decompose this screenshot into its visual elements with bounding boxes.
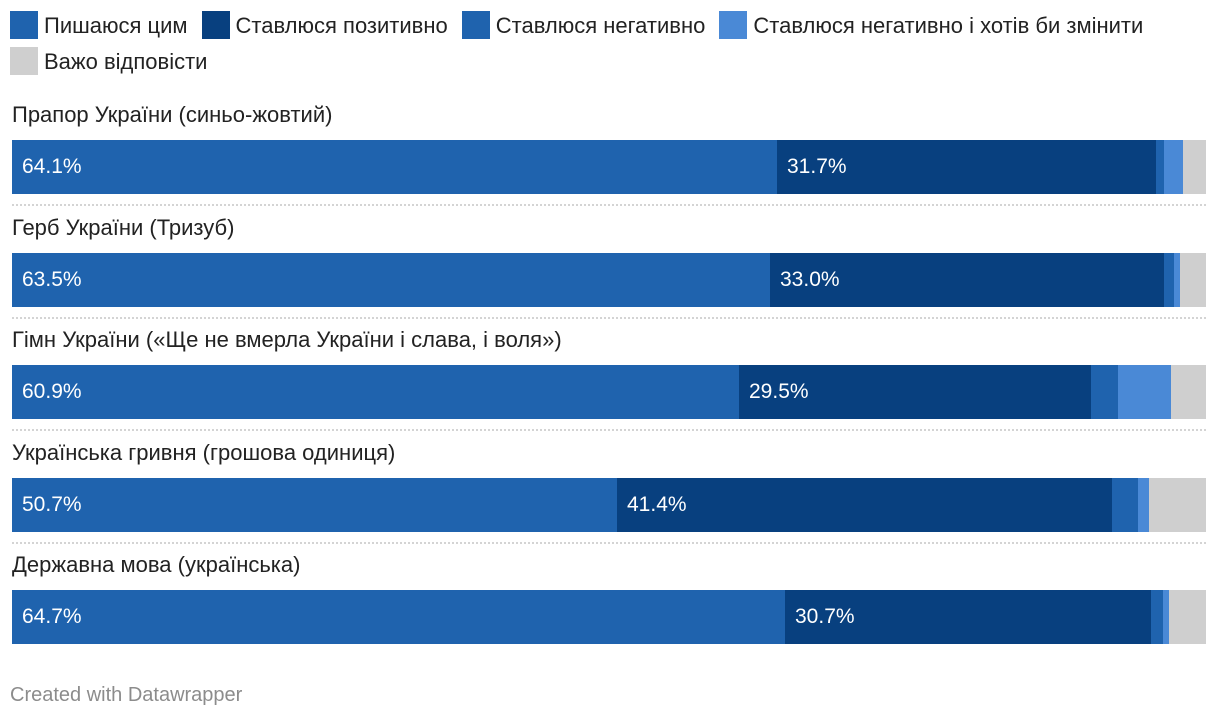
row-divider [12,204,1206,206]
legend-item-1: Ставлюся позитивно [201,8,448,44]
footer-credit: Created with Datawrapper [10,684,243,706]
legend-swatch [719,11,748,39]
legend-label: Ставлюся негативно і хотів би змінити [753,13,1144,38]
bar-segment [1180,252,1206,307]
bar-segment [1163,590,1169,644]
chart-legend: Пишаюся цим Ставлюся позитивно Ставлюся не… [10,8,1210,80]
legend-item-2: Ставлюся негативно [461,8,706,44]
data-label: 64.1% [22,155,82,178]
data-label: 29.5% [749,380,809,403]
stacked-bar: 64.7% 30.7% [12,590,1206,644]
legend-label: Важо відповісти [44,49,208,74]
bar-segment [1118,365,1171,419]
bar-segment [12,140,777,194]
data-label: 64.7% [22,605,82,628]
bar-segment [1091,365,1118,419]
bar-segment [12,477,617,532]
category-label: Герб України (Тризуб) [12,214,235,240]
row-divider [12,541,1206,544]
category-label: Державна мова (українська) [12,552,301,577]
bar-segment [1174,252,1180,307]
bar-segment [1171,365,1206,419]
bar-segment [1183,140,1206,194]
bar-segment [770,252,1164,307]
bar-segment [1164,252,1174,307]
legend-item-4: Важо відповісти [10,44,207,80]
legend-label: Ставлюся негативно [495,13,706,38]
bar-segment [1138,477,1149,532]
category-label: Прапор України (синьо-жовтий) [12,102,333,127]
bar-segment [12,365,739,419]
data-label: 41.4% [627,492,687,516]
legend-label: Ставлюся позитивно [235,13,448,38]
legend-item-3: Ставлюся негативно і хотів би змінити [719,8,1143,44]
bar-segment [1149,477,1206,532]
bar-segment [785,590,1151,644]
data-label: 31.7% [787,155,847,178]
data-label: 50.7% [22,492,82,516]
bar-segment [617,477,1112,532]
data-label: 33.0% [780,267,840,291]
stacked-bar: 60.9% 29.5% [12,365,1206,419]
row-divider [12,429,1206,431]
category-label: Гімн України («Ще не вмерла України і сл… [12,327,562,352]
legend-item-0: Пишаюся цим [10,8,188,44]
row-divider [12,316,1206,319]
data-label: 60.9% [22,380,82,403]
stacked-bar: 63.5% 33.0% [12,252,1206,307]
legend-swatch [10,11,38,39]
stacked-bar: 50.7% 41.4% [12,477,1206,532]
stacked-bar: 64.1% 31.7% [12,140,1206,194]
bar-segment [1169,590,1206,644]
data-label: 63.5% [22,267,82,291]
category-label: Українська гривня (грошова одиниця) [12,439,396,465]
legend-label: Пишаюся цим [44,13,188,38]
legend-swatch [10,47,38,75]
bar-segment [1164,140,1183,194]
legend-swatch [461,11,490,39]
bar-segment [1151,590,1163,644]
data-label: 30.7% [795,605,855,628]
bar-segment [12,590,785,644]
legend-swatch [201,11,230,39]
bar-segment [739,365,1091,419]
bar-segment [1112,477,1138,532]
bar-segment [12,252,770,307]
bar-segment [777,140,1156,194]
bar-segment [1156,140,1164,194]
